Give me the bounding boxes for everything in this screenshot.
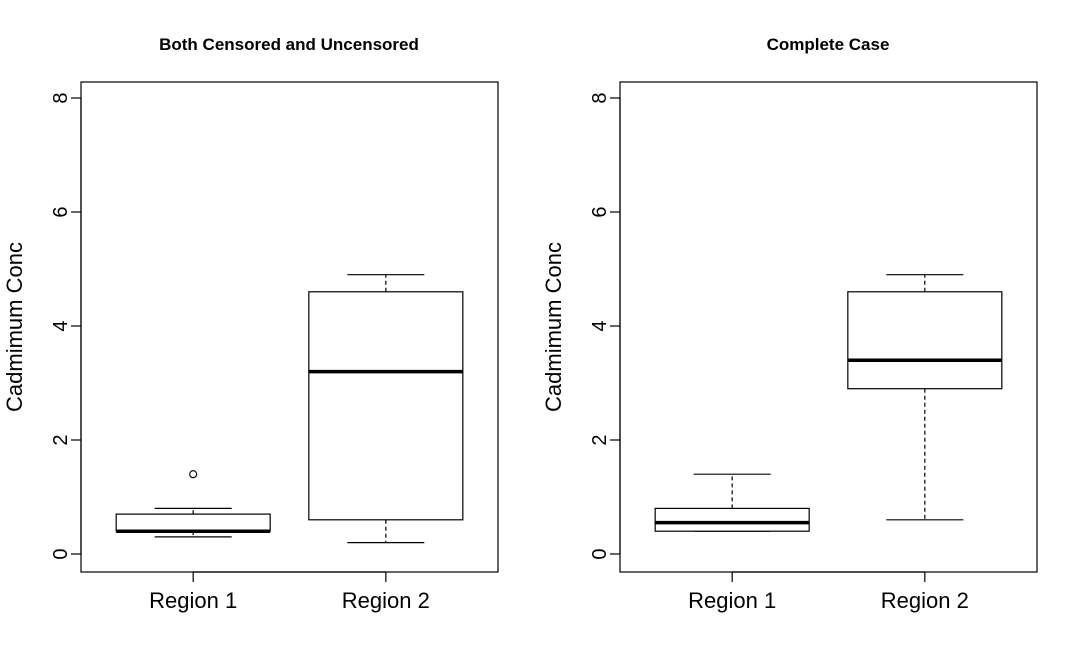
chart-panel-1: Both Censored and Uncensored Cadmimum Con… [2,35,499,613]
y-tick-label: 4 [50,320,72,331]
y-axis-label: Cadmimum Conc [541,242,566,412]
y-tick-label: 4 [589,320,611,331]
chart-title: Both Censored and Uncensored [159,35,419,54]
box-iqr [654,507,810,532]
x-tick-label: Region 1 [688,588,776,613]
chart-title: Complete Case [767,35,890,54]
y-tick-label: 0 [50,548,72,559]
box-2 [847,274,1003,521]
y-tick-label: 2 [589,434,611,445]
y-tick-label: 0 [589,548,611,559]
y-tick-label: 6 [50,206,72,217]
x-axis: Region 1 Region 2 [149,571,430,613]
x-tick-label: Region 2 [881,588,969,613]
box-2 [308,274,464,544]
x-tick-label: Region 1 [149,588,237,613]
box-iqr [308,291,464,521]
box-iqr [847,291,1003,390]
y-tick-label: 6 [589,206,611,217]
x-axis: Region 1 Region 2 [688,571,969,613]
y-axis-label: Cadmimum Conc [2,242,27,412]
y-axis: 0 2 4 6 8 [50,92,82,560]
box-1 [115,470,271,538]
box-1 [654,473,810,532]
x-tick-label: Region 2 [342,588,430,613]
y-axis: 0 2 4 6 8 [589,92,621,560]
box-iqr [115,513,271,532]
y-tick-label: 8 [589,92,611,103]
outlier-point [189,470,198,479]
y-tick-label: 8 [50,92,72,103]
y-tick-label: 2 [50,434,72,445]
